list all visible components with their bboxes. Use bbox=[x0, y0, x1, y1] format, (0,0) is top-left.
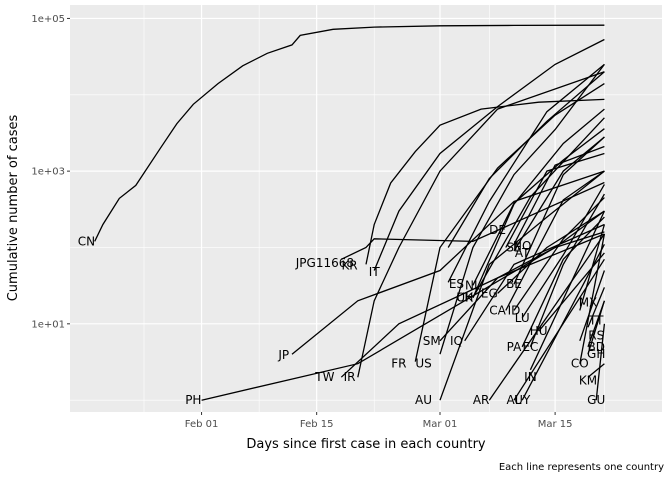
series-label-se: SE bbox=[506, 240, 521, 254]
series-label-gu: GU bbox=[587, 393, 605, 407]
y-tick-label: 1e+05 bbox=[31, 14, 65, 25]
series-line-gu bbox=[595, 323, 606, 401]
series-label-be: BE bbox=[506, 277, 522, 291]
series-label-us: US bbox=[415, 357, 431, 371]
series-label-es: ES bbox=[449, 277, 464, 291]
series-label-iq: IQ bbox=[450, 334, 463, 348]
series-label-km: KM bbox=[579, 374, 597, 388]
series-line-rs bbox=[579, 270, 606, 342]
series-layer bbox=[94, 24, 606, 401]
series-label-ir: IR bbox=[344, 370, 356, 384]
series-label-lu: LU bbox=[515, 311, 530, 325]
series-line-it bbox=[373, 38, 605, 271]
series-line-us bbox=[439, 64, 605, 355]
series-label-gh: GH bbox=[587, 347, 605, 361]
series-line-at bbox=[513, 136, 605, 252]
series-label-jp: JP bbox=[277, 348, 289, 362]
series-label-id: ID bbox=[508, 303, 521, 317]
series-label-fr: FR bbox=[391, 357, 406, 371]
series-label-au: AU bbox=[415, 393, 432, 407]
series-label-ph: PH bbox=[185, 393, 201, 407]
series-label-nl: NL bbox=[465, 278, 481, 292]
series-label-de: DE bbox=[489, 223, 506, 237]
x-tick-label: Feb 01 bbox=[185, 419, 219, 430]
series-line-uk bbox=[472, 117, 605, 299]
x-tick-label: Feb 15 bbox=[300, 419, 334, 430]
series-line-be bbox=[513, 136, 605, 285]
series-label-tt: TT bbox=[588, 314, 604, 328]
series-line-nl bbox=[472, 128, 605, 286]
series-line-fr bbox=[414, 83, 605, 362]
series-line-de bbox=[447, 71, 605, 248]
series-label-ec: EC bbox=[522, 340, 538, 354]
series-label-cn: CN bbox=[78, 234, 95, 248]
series-line-ca bbox=[505, 170, 605, 311]
series-line-id bbox=[513, 197, 605, 311]
series-line-ph bbox=[201, 210, 605, 401]
series-label-sm: SM bbox=[423, 334, 441, 348]
series-line-se bbox=[505, 152, 605, 248]
series-line-sm bbox=[439, 231, 605, 342]
series-label-kr: KR bbox=[341, 259, 357, 273]
series-line-cn bbox=[94, 24, 605, 242]
x-axis-ticks: Feb 01 Feb 15 Mar 01 Mar 15 bbox=[185, 412, 573, 430]
series-line-in bbox=[529, 210, 605, 371]
series-line-kr bbox=[365, 98, 605, 265]
series-line-pa bbox=[521, 216, 605, 348]
y-tick-label: 1e+01 bbox=[31, 319, 65, 330]
series-label-tw: TW bbox=[314, 370, 334, 384]
series-line-es bbox=[447, 63, 605, 283]
series-label-bd: BD bbox=[587, 340, 604, 354]
x-axis-title: Days since first case in each country bbox=[246, 437, 486, 452]
series-line-ch bbox=[472, 108, 605, 298]
series-line-jp bbox=[291, 170, 605, 355]
series-label-in: IN bbox=[524, 370, 537, 384]
y-axis-ticks: 1e+01 1e+03 1e+05 bbox=[31, 14, 70, 330]
series-label-jpg11668: JPG11668 bbox=[295, 256, 354, 270]
series-label-co: CO bbox=[571, 357, 589, 371]
y-axis-title: Cumulative number of cases bbox=[6, 115, 21, 302]
series-label-al: AL bbox=[507, 393, 522, 407]
series-line-km bbox=[587, 363, 605, 378]
series-label-at: AT bbox=[515, 246, 530, 260]
series-line-ar bbox=[488, 233, 605, 401]
series-line-gh bbox=[587, 300, 606, 355]
series-line-au bbox=[439, 170, 605, 401]
x-tick-label: Mar 15 bbox=[538, 419, 573, 430]
series-line-ec bbox=[529, 193, 605, 348]
series-label-rs: RS bbox=[588, 329, 604, 343]
series-label-it: IT bbox=[369, 265, 381, 279]
y-tick-label: 1e+03 bbox=[31, 167, 65, 178]
series-label-pa: PA bbox=[507, 340, 522, 354]
series-label-ca: CA bbox=[489, 303, 506, 317]
x-tick-label: Mar 01 bbox=[423, 419, 458, 430]
series-line-tt bbox=[587, 287, 606, 328]
series-line-mx bbox=[579, 224, 606, 311]
series-line-iq bbox=[464, 223, 605, 342]
series-line-lu bbox=[521, 184, 605, 319]
series-label-eg: EG bbox=[481, 286, 498, 300]
series-label-uy: UY bbox=[514, 393, 531, 407]
series-label-hu: HU bbox=[530, 324, 548, 338]
series-label-mx: MX bbox=[579, 296, 598, 310]
chart-caption: Each line represents one country bbox=[499, 462, 664, 473]
series-label-ar: AR bbox=[473, 393, 490, 407]
series-label-uk: UK bbox=[456, 291, 474, 305]
series-line-eg bbox=[497, 210, 605, 294]
plot-panel bbox=[70, 5, 662, 412]
series-label-ch: CH bbox=[456, 291, 473, 305]
series-line-ir bbox=[357, 71, 605, 378]
series-line-co bbox=[579, 233, 606, 364]
series-label-no: NO bbox=[513, 239, 531, 253]
